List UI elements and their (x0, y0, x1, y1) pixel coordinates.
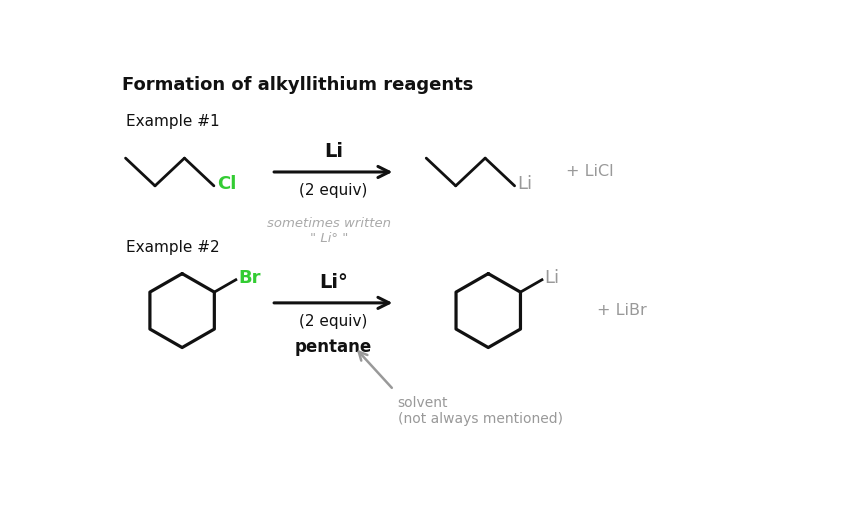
Text: (2 equiv): (2 equiv) (299, 314, 367, 329)
Text: Example #2: Example #2 (126, 240, 220, 255)
Text: pentane: pentane (294, 338, 372, 357)
Text: " Li° ": " Li° " (310, 232, 349, 245)
Text: + LiBr: + LiBr (597, 303, 647, 318)
Text: sometimes written: sometimes written (267, 217, 391, 230)
Text: Li°: Li° (319, 273, 348, 292)
Text: Example #1: Example #1 (126, 114, 220, 129)
Text: (2 equiv): (2 equiv) (299, 183, 367, 198)
Text: Br: Br (238, 269, 260, 287)
Text: Li: Li (324, 142, 343, 161)
Text: Li: Li (544, 269, 559, 287)
Text: Cl: Cl (217, 175, 236, 193)
Text: Formation of alkyllithium reagents: Formation of alkyllithium reagents (122, 76, 474, 94)
Text: Li: Li (517, 175, 533, 193)
Text: solvent
(not always mentioned): solvent (not always mentioned) (398, 396, 562, 426)
Text: + LiCl: + LiCl (566, 164, 614, 180)
